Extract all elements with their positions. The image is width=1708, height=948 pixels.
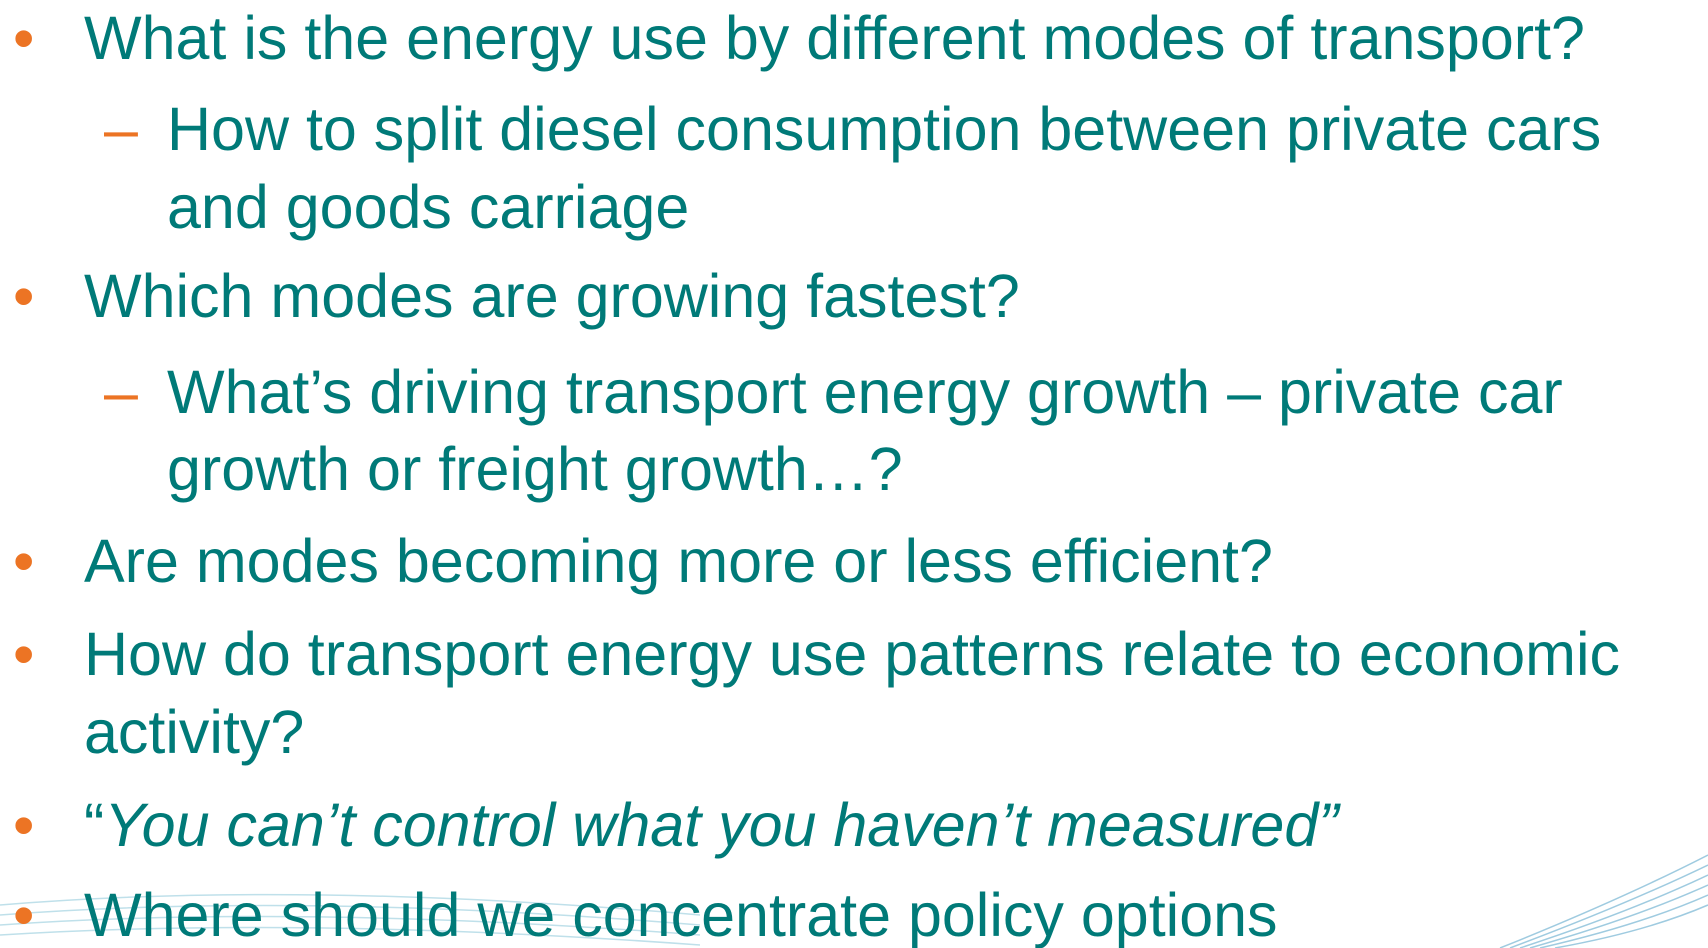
- bullet-text: How do transport energy use patterns rel…: [84, 620, 1620, 688]
- bullet-text: activity?: [84, 698, 304, 766]
- bullet-list: • What is the energy use by different mod…: [13, 4, 1620, 948]
- bullet-text: What is the energy use by different mode…: [84, 4, 1585, 72]
- open-quote: “: [84, 791, 104, 859]
- bullet-marker: •: [13, 881, 34, 948]
- bullet-text: Which modes are growing fastest?: [84, 262, 1020, 330]
- bullet-text: and goods carriage: [167, 173, 689, 241]
- bullet-marker: •: [13, 262, 34, 330]
- bullet-marker: •: [13, 4, 34, 72]
- dash-marker: –: [104, 95, 138, 163]
- bullet-text: How to split diesel consumption between …: [167, 95, 1601, 163]
- decoration: [0, 854, 1708, 948]
- bullet-text: “You can’t control what you haven’t meas…: [84, 791, 1341, 859]
- bullet-text: Are modes becoming more or less efficien…: [84, 527, 1273, 595]
- bullet-marker: •: [13, 527, 34, 595]
- bullet-marker: •: [13, 620, 34, 688]
- bullet-text: What’s driving transport energy growth –…: [167, 358, 1563, 426]
- bullet-text: growth or freight growth…?: [167, 435, 903, 503]
- quote-text: You can’t control what you haven’t measu…: [104, 791, 1341, 859]
- bullet-marker: •: [13, 791, 34, 859]
- bullet-text: Where should we concentrate policy optio…: [84, 881, 1278, 948]
- dash-marker: –: [104, 358, 138, 426]
